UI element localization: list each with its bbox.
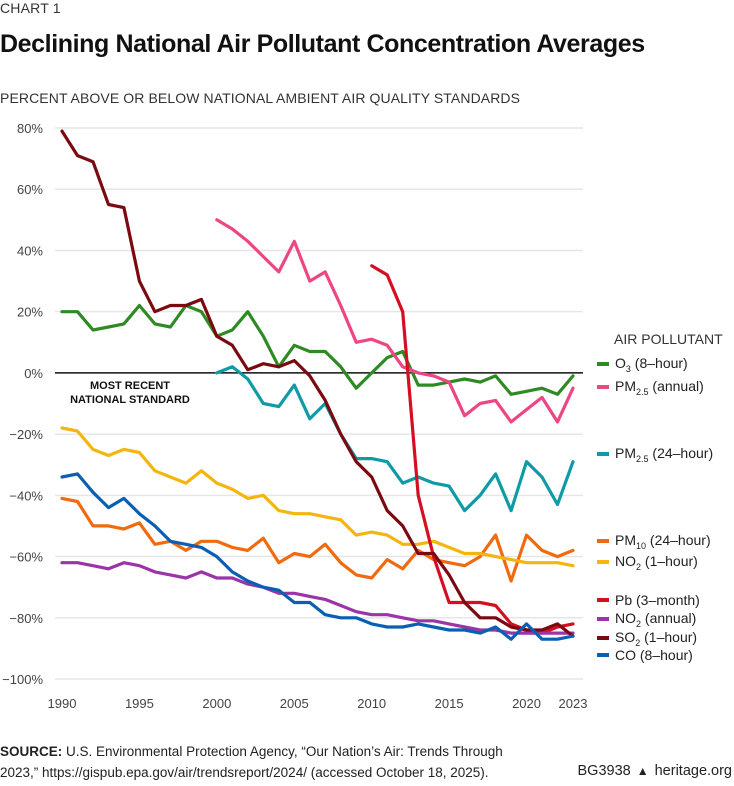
- legend-swatch: [597, 539, 609, 544]
- y-tick-label: −80%: [9, 611, 43, 626]
- legend-item: CO (8–hour): [597, 647, 693, 663]
- y-tick-label: −40%: [9, 488, 43, 503]
- y-axis-ticks: 80% 60% 40% 20% 0% −20% −40% −60% −80% −100%: [2, 121, 43, 687]
- legend-swatch: [597, 362, 609, 367]
- x-tick-label: 1990: [48, 696, 77, 711]
- legend-label: PM2.5 (24–hour): [615, 445, 714, 464]
- y-tick-label: 0%: [24, 366, 43, 381]
- legend-swatch: [597, 636, 609, 641]
- legend-item: NO2 (1–hour): [597, 553, 698, 572]
- legend-swatch: [597, 385, 609, 390]
- legend-item: PM2.5 (annual): [597, 378, 704, 397]
- legend-swatch: [597, 598, 609, 602]
- legend-label: NO2 (1–hour): [615, 553, 698, 572]
- legend-label: Pb (3–month): [615, 592, 700, 608]
- legend-item: NO2 (annual): [597, 610, 696, 629]
- site-link[interactable]: heritage.org: [654, 763, 732, 779]
- series-line-o3-8-hour: [60, 303, 575, 396]
- source-label: SOURCE:: [0, 744, 63, 759]
- x-tick-label: 2020: [512, 696, 541, 711]
- legend-label: NO2 (annual): [615, 610, 697, 629]
- y-tick-label: −100%: [2, 672, 43, 687]
- y-tick-label: 60%: [17, 182, 43, 197]
- y-tick-label: 80%: [17, 121, 43, 136]
- legend-swatch: [597, 452, 609, 457]
- x-tick-label: 2000: [202, 696, 231, 711]
- series-line-no2-annual: [60, 561, 575, 635]
- source-note: SOURCE: U.S. Environmental Protection Ag…: [0, 741, 520, 783]
- chart-subtitle: PERCENT ABOVE OR BELOW NATIONAL AMBIENT …: [0, 90, 521, 106]
- series-line-co-8-hour: [60, 472, 575, 641]
- series-line-pm2-5-annual: [215, 218, 575, 424]
- source-text: U.S. Environmental Protection Agency, “O…: [0, 744, 503, 780]
- y-tick-label: −20%: [9, 427, 43, 442]
- brand-line: BG3938 ▲ heritage.org: [578, 763, 733, 779]
- standard-label-line2: NATIONAL STANDARD: [70, 394, 190, 406]
- y-tick-label: −60%: [9, 550, 43, 565]
- series-line-no2-1-hour: [60, 426, 575, 568]
- series-lines: [60, 129, 575, 641]
- legend-label: CO (8–hour): [615, 647, 693, 663]
- x-tick-label: 2005: [280, 696, 309, 711]
- chart-number-label: CHART 1: [0, 0, 61, 16]
- legend-item: PM2.5 (24–hour): [597, 445, 713, 464]
- standard-label-line1: MOST RECENT: [90, 380, 170, 392]
- x-tick-label: 2010: [357, 696, 386, 711]
- y-tick-label: 40%: [17, 243, 43, 258]
- legend-item: PM10 (24–hour): [597, 532, 711, 551]
- x-tick-label: 1995: [125, 696, 154, 711]
- x-tick-label: 2015: [435, 696, 464, 711]
- series-line-pm2-5-24-hour: [215, 365, 575, 513]
- legend-item: O3 (8–hour): [597, 355, 688, 374]
- legend-swatch: [597, 617, 609, 622]
- chart-title: Declining National Air Pollutant Concent…: [0, 30, 645, 58]
- series-line-pm10-24-hour: [60, 496, 575, 583]
- legend-label: SO2 (1–hour): [615, 629, 698, 648]
- report-id: BG3938: [577, 763, 631, 779]
- legend-label: O3 (8–hour): [615, 355, 688, 374]
- legend-label: PM2.5 (annual): [615, 378, 704, 397]
- x-tick-label: 2023: [559, 696, 588, 711]
- x-axis-ticks: 1990 1995 2000 2005 2010 2015 2020 2023: [48, 696, 588, 711]
- legend-swatch: [597, 560, 609, 565]
- legend-label: PM10 (24–hour): [615, 532, 711, 551]
- series-line-so2-1-hour: [60, 129, 575, 638]
- legend-item: SO2 (1–hour): [597, 629, 697, 648]
- legend-swatch: [597, 653, 609, 657]
- series-line-pb-3-month: [370, 264, 575, 635]
- y-tick-label: 20%: [17, 305, 43, 320]
- legend-title: AIR POLLUTANT: [614, 331, 723, 347]
- liberty-bell-icon: ▲: [636, 764, 649, 778]
- legend-item: Pb (3–month): [597, 592, 700, 608]
